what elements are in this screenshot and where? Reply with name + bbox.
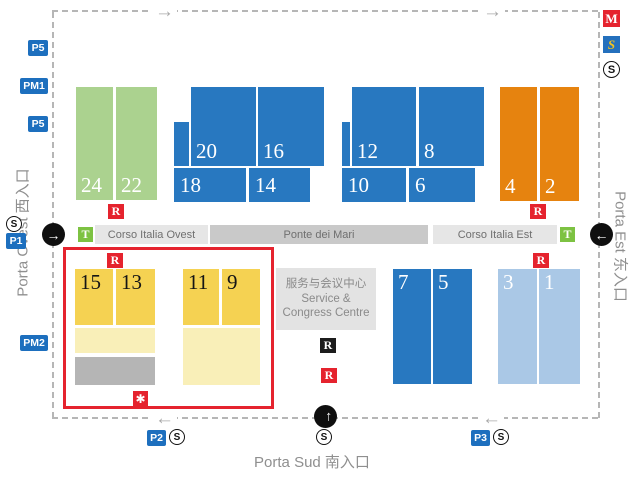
hall-18-wing xyxy=(174,122,189,166)
flow-arrow-left-icon: ← xyxy=(152,409,177,428)
station-icon: S xyxy=(169,429,185,445)
hall-number-4: 4 xyxy=(505,174,516,198)
parking-chip-pm1: PM1 xyxy=(20,78,48,94)
hall-16[interactable]: 16 xyxy=(258,87,324,166)
hall-number-6: 6 xyxy=(415,172,426,197)
hall-number-5: 5 xyxy=(438,270,449,294)
hall-12[interactable]: 12 xyxy=(352,87,416,166)
hall-10-wing xyxy=(342,122,350,166)
hall-7[interactable]: 7 xyxy=(393,269,431,384)
hall-4[interactable]: 4 xyxy=(500,87,537,201)
station-icon: S xyxy=(6,216,22,232)
station-icon: S xyxy=(316,429,332,445)
parking-chip-p5: P5 xyxy=(28,116,48,132)
hall-number-16: 16 xyxy=(263,139,284,163)
street-corso-italia-ovest: Corso Italia Ovest xyxy=(95,225,208,244)
parking-chip-p1: P1 xyxy=(6,233,26,249)
station-icon: S xyxy=(603,61,620,78)
highlighted-area-box xyxy=(63,247,274,409)
street-ponte-dei-mari: Ponte dei Mari xyxy=(210,225,428,244)
hall-number-22: 22 xyxy=(121,173,142,197)
hall-11[interactable]: 11 xyxy=(183,269,219,325)
hall-24[interactable]: 24 xyxy=(76,87,113,200)
station-icon: S xyxy=(493,429,509,445)
arrow-glyph: → xyxy=(317,409,334,424)
hall-9-annex xyxy=(183,328,260,385)
hall-9[interactable]: 9 xyxy=(222,269,260,325)
hall-number-11: 11 xyxy=(188,270,209,294)
restaurant-icon: R xyxy=(530,204,546,219)
hall-8[interactable]: 8 xyxy=(419,87,484,166)
restaurant-icon: R xyxy=(108,204,124,219)
arrow-glyph: ← xyxy=(594,226,609,243)
hall-6[interactable]: 6 xyxy=(409,168,475,202)
hall-18[interactable]: 18 xyxy=(174,168,246,202)
hall-13[interactable]: 13 xyxy=(116,269,155,325)
arrow-glyph: → xyxy=(46,226,61,243)
hall-10[interactable]: 10 xyxy=(342,168,406,202)
hall-number-14: 14 xyxy=(255,172,276,197)
hall-number-12: 12 xyxy=(357,139,378,163)
hall-1[interactable]: 1 xyxy=(539,269,580,384)
hall-20[interactable]: 20 xyxy=(191,87,256,166)
star-marker-icon: ✱ xyxy=(133,391,148,406)
street-corso-italia-est: Corso Italia Est xyxy=(433,225,557,244)
suburban-rail-icon: S xyxy=(603,36,620,53)
hall-number-13: 13 xyxy=(121,270,142,294)
parking-chip-p5: P5 xyxy=(28,40,48,56)
hall-5[interactable]: 5 xyxy=(433,269,472,384)
entrance-arrow-right-icon: → xyxy=(42,223,65,246)
tram-stop-icon: T xyxy=(78,227,93,242)
hall-2[interactable]: 2 xyxy=(540,87,579,201)
street-label: Ponte dei Mari xyxy=(283,228,355,241)
restaurant-icon: R xyxy=(321,368,337,383)
service-congress-centre: 服务与会议中心 Service & Congress Centre xyxy=(276,268,376,330)
service-centre-line-zh: 服务与会议中心 xyxy=(285,277,367,290)
tram-stop-icon: T xyxy=(560,227,575,242)
restaurant-icon: R xyxy=(320,338,336,353)
perimeter-right-line xyxy=(598,10,600,418)
entrance-arrow-up-icon: → xyxy=(314,405,337,428)
hall-15-annex xyxy=(75,328,155,353)
flow-arrow-right-icon: → xyxy=(480,2,505,21)
service-centre-line-en1: Service & xyxy=(301,292,351,305)
hall-14[interactable]: 14 xyxy=(249,168,310,202)
hall-number-7: 7 xyxy=(398,270,409,294)
hall-22[interactable]: 22 xyxy=(116,87,157,200)
perimeter-left-line xyxy=(52,10,54,418)
hall-number-9: 9 xyxy=(227,270,238,294)
restaurant-icon: R xyxy=(107,253,123,268)
parking-chip-p3: P3 xyxy=(471,430,490,446)
hall-3[interactable]: 3 xyxy=(498,269,537,384)
metro-icon: M xyxy=(603,10,620,27)
hall-number-1: 1 xyxy=(544,270,555,294)
hall-number-3: 3 xyxy=(503,270,514,294)
hall-number-18: 18 xyxy=(180,172,201,197)
entrance-arrow-left-icon: ← xyxy=(590,223,613,246)
hall-number-24: 24 xyxy=(81,173,102,197)
flow-arrow-left-icon: ← xyxy=(479,409,504,428)
parking-chip-pm2: PM2 xyxy=(20,335,48,351)
hall-number-20: 20 xyxy=(196,139,217,163)
street-label: Corso Italia Ovest xyxy=(107,228,196,241)
parking-chip-p2: P2 xyxy=(147,430,166,446)
restaurant-icon: R xyxy=(533,253,549,268)
flow-arrow-right-icon: → xyxy=(152,2,177,21)
hall-number-10: 10 xyxy=(348,172,369,197)
hall-15-service xyxy=(75,357,155,385)
street-label: Corso Italia Est xyxy=(457,228,533,241)
hall-number-2: 2 xyxy=(545,174,556,198)
hall-15[interactable]: 15 xyxy=(75,269,113,325)
service-centre-line-en2: Congress Centre xyxy=(282,307,370,320)
hall-number-15: 15 xyxy=(80,270,101,294)
perimeter-top-line xyxy=(52,10,599,12)
hall-number-8: 8 xyxy=(424,139,435,163)
gate-label-south: Porta Sud 南入口 xyxy=(254,454,370,471)
gate-label-east: Porta Est 东入口 xyxy=(611,191,629,302)
